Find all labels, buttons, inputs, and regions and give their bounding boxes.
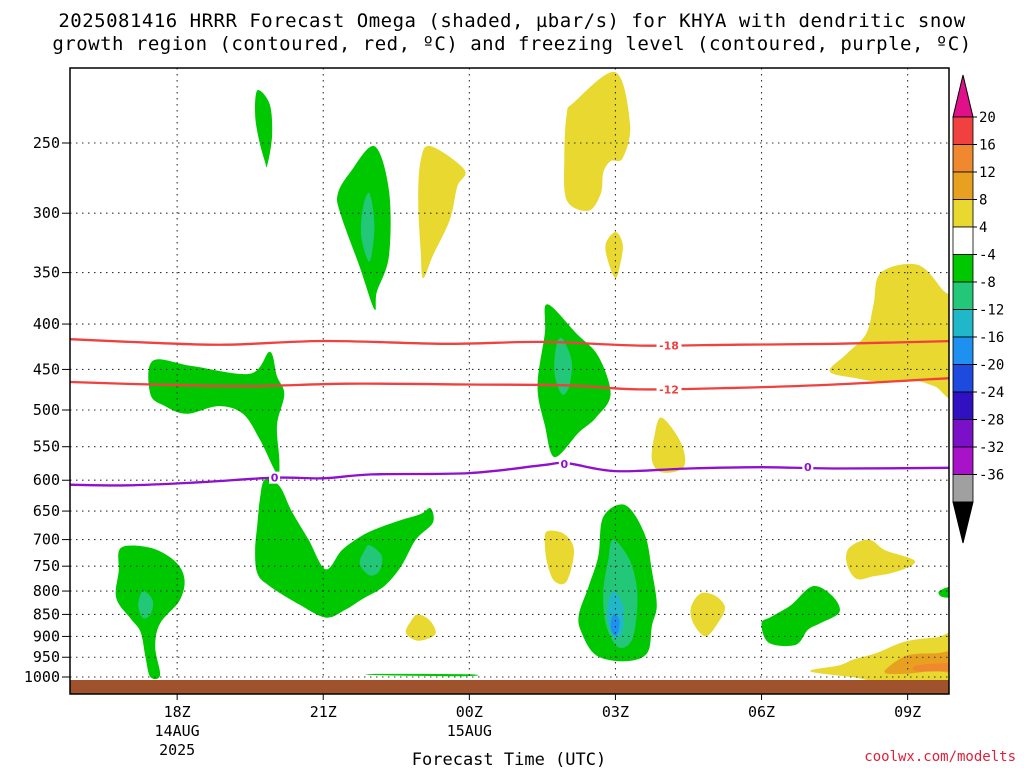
y-tick-label-450: 450: [33, 360, 60, 378]
colorbar-label-13: -36: [979, 468, 1004, 484]
x-tick-label-0: 18Z: [164, 703, 191, 721]
x-axis-label: Forecast Time (UTC): [412, 750, 606, 768]
colorbar-label-10: -24: [979, 385, 1004, 401]
colorbar-label-3: 8: [979, 193, 987, 209]
omega-region-19: [610, 614, 620, 636]
y-tick-label-300: 300: [33, 204, 60, 222]
contour-label-0: -18: [659, 340, 679, 353]
omega-region-0: [255, 89, 273, 168]
omega-region-9: [148, 351, 285, 475]
colorbar-label-9: -20: [979, 358, 1004, 374]
omega-region-4: [563, 71, 631, 211]
y-tick-label-400: 400: [33, 315, 60, 333]
colorbar-label-12: -32: [979, 440, 1004, 456]
omega-region-5: [605, 232, 623, 279]
x-tick-sub1-0: 14AUG: [155, 722, 200, 740]
colorbar-band-8: [952, 391, 974, 420]
y-tick-label-650: 650: [33, 502, 60, 520]
x-tick-label-1: 21Z: [310, 703, 337, 721]
omega-region-3: [418, 145, 466, 279]
omega-region-22: [846, 539, 916, 580]
contour-label-2: 0: [271, 472, 279, 485]
omega-region-20: [690, 592, 726, 637]
y-tick-label-850: 850: [33, 605, 60, 623]
y-tick-label-900: 900: [33, 627, 60, 645]
contour-label-1: -12: [659, 383, 679, 396]
colorbar-band-9: [952, 419, 974, 448]
colorbar-label-4: 4: [979, 220, 987, 236]
ground-surface: [70, 680, 949, 694]
contour-line-2: [70, 461, 949, 487]
omega-region-8: [651, 417, 686, 473]
y-tick-label-500: 500: [33, 401, 60, 419]
colorbar-bottom-arrow: [952, 501, 974, 544]
omega-region-10: [255, 478, 434, 618]
contour-line-1: [70, 377, 949, 391]
colorbar-band-7: [952, 364, 974, 393]
omega-region-13: [138, 590, 154, 619]
y-tick-label-700: 700: [33, 531, 60, 549]
omega-region-28: [365, 673, 479, 677]
contour-label-3: 0: [560, 458, 568, 471]
contour-line-0: [70, 338, 949, 347]
omega-region-14: [544, 530, 575, 585]
omega-region-7: [554, 337, 572, 395]
y-tick-label-550: 550: [33, 438, 60, 456]
contour-label-bg-3: [558, 457, 570, 470]
omega-region-23: [938, 586, 949, 598]
y-tick-label-950: 950: [33, 648, 60, 666]
colorbar-band-10: [952, 446, 974, 475]
x-tick-label-3: 03Z: [602, 703, 629, 721]
colorbar-top-arrow: [952, 74, 974, 118]
omega-region-15: [405, 614, 436, 641]
contour-label-bg-0: [656, 339, 682, 352]
y-tick-label-750: 750: [33, 557, 60, 575]
colorbar-band-3: [952, 254, 974, 283]
x-tick-sub2-0: 2025: [159, 741, 195, 759]
colorbar-label-0: 20: [979, 110, 996, 126]
omega-region-6: [537, 304, 611, 458]
colorbar-band-6: [952, 336, 974, 365]
colorbar-band-4: [952, 281, 974, 310]
omega-region-21: [761, 585, 840, 647]
y-tick-label-1000: 1000: [24, 668, 60, 686]
colorbar-label-8: -16: [979, 330, 1004, 346]
x-tick-label-5: 09Z: [894, 703, 921, 721]
credit-text: coolwx.com/modelts: [864, 749, 1016, 765]
y-tick-label-600: 600: [33, 471, 60, 489]
colorbar-band-0: [952, 171, 974, 200]
omega-region-2: [360, 192, 375, 262]
colorbar-band-top-0: [952, 116, 974, 145]
x-tick-label-2: 00Z: [456, 703, 483, 721]
y-tick-label-350: 350: [33, 264, 60, 282]
contour-label-bg-2: [269, 471, 281, 484]
chart-title-line2: growth region (contoured, red, ºC) and f…: [52, 33, 972, 55]
colorbar-band-2: [952, 226, 974, 255]
omega-region-27: [912, 663, 949, 672]
y-tick-label-250: 250: [33, 134, 60, 152]
colorbar-band-1: [952, 199, 974, 228]
plot-frame: [69, 67, 950, 695]
x-tick-label-4: 06Z: [748, 703, 775, 721]
colorbar-label-1: 16: [979, 138, 996, 154]
colorbar-band-5: [952, 309, 974, 338]
contour-label-4: 0: [804, 461, 812, 474]
omega-region-24: [829, 263, 949, 399]
colorbar-label-2: 12: [979, 165, 996, 181]
chart-title-line1: 2025081416 HRRR Forecast Omega (shaded, …: [58, 10, 966, 32]
contour-label-bg-4: [802, 461, 814, 474]
colorbar-band-top-1: [952, 144, 974, 173]
y-tick-label-800: 800: [33, 582, 60, 600]
colorbar-label-11: -28: [979, 413, 1004, 429]
colorbar-band-11: [952, 474, 974, 503]
colorbar-label-6: -8: [979, 275, 996, 291]
x-tick-sub1-2: 15AUG: [447, 722, 492, 740]
contour-label-bg-1: [656, 383, 682, 396]
colorbar-label-7: -12: [979, 303, 1004, 319]
omega-region-11: [359, 544, 383, 576]
colorbar-label-5: -4: [979, 248, 996, 264]
